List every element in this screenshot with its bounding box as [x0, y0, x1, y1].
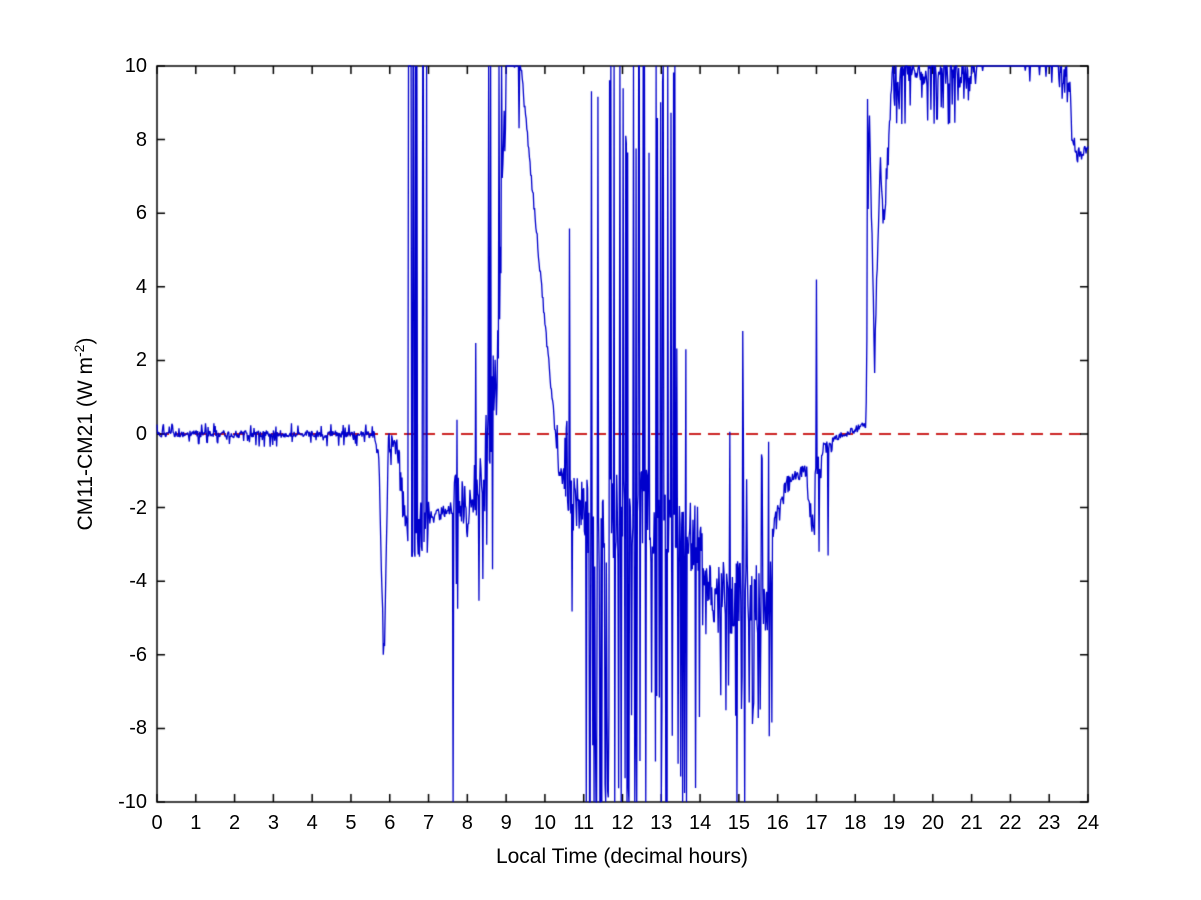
x-tick-label-9: 9 [500, 812, 512, 834]
x-tick-label-10: 10 [533, 812, 557, 834]
x-tick-label-3: 3 [267, 812, 279, 834]
y-tick-label-8: 8 [135, 128, 147, 151]
x-tick-label-23: 23 [1038, 812, 1061, 834]
x-tick-label-2: 2 [229, 812, 241, 834]
y-axis-label-close-paren: ) [74, 337, 97, 345]
x-tick-label-22: 22 [999, 812, 1022, 834]
y-tick-label--4: -4 [129, 570, 147, 593]
y-tick-label-2: 2 [135, 349, 147, 372]
x-tick-label-7: 7 [422, 812, 435, 834]
x-tick-label-6: 6 [384, 812, 396, 834]
x-tick-label-24: 24 [1076, 812, 1100, 834]
y-tick-label-10: 10 [124, 55, 147, 77]
x-tick-label-11: 11 [573, 812, 595, 834]
y-tick-label--6: -6 [129, 643, 147, 666]
x-tick-label-5: 5 [345, 812, 357, 834]
y-axis-label-text: CM11-CM21 (W m [74, 357, 97, 531]
x-tick-label-16: 16 [766, 812, 789, 834]
x-tick-label-17: 17 [805, 812, 828, 834]
y-axis-label: CM11-CM21 (W m-2) [71, 234, 100, 634]
y-tick-label-4: 4 [135, 275, 147, 298]
x-tick-label-12: 12 [611, 812, 634, 834]
x-tick-label-19: 19 [882, 812, 906, 834]
x-tick-label-13: 13 [650, 812, 673, 834]
x-tick-label-1: 1 [190, 812, 202, 834]
x-tick-label-20: 20 [921, 812, 944, 834]
x-tick-label-21: 21 [960, 812, 983, 834]
x-tick-label-0: 0 [151, 812, 163, 834]
x-tick-label-8: 8 [461, 812, 473, 834]
x-tick-label-18: 18 [844, 812, 867, 834]
y-tick-label--10: -10 [118, 791, 147, 813]
x-tick-label-15: 15 [727, 812, 750, 834]
y-axis-label-superscript: -2 [71, 344, 87, 357]
x-tick-label-14: 14 [688, 812, 712, 834]
y-tick-label-0: 0 [135, 423, 147, 445]
y-tick-label--2: -2 [129, 496, 147, 519]
y-tick-label-6: 6 [135, 202, 147, 225]
x-tick-label-4: 4 [306, 812, 318, 834]
y-tick-label--8: -8 [129, 717, 147, 740]
x-axis-label: Local Time (decimal hours) [495, 845, 749, 868]
